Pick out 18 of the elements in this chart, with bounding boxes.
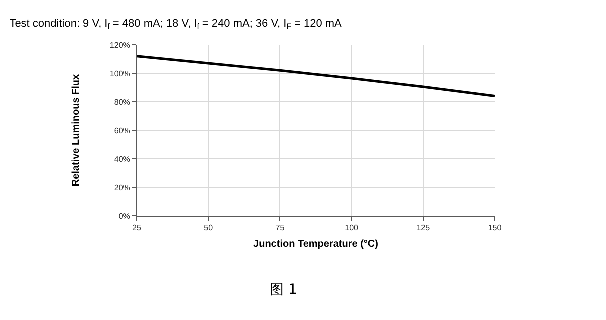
y-tick-label: 120%: [110, 40, 130, 50]
y-axis-title: Relative Luminous Flux: [70, 74, 82, 187]
y-tick-label: 40%: [114, 154, 130, 164]
line-series: [137, 55, 495, 98]
y-tick-label: 80%: [114, 98, 130, 107]
x-tick-label: 75: [276, 224, 286, 233]
caption: 图 1: [270, 282, 298, 298]
x-tick-label: 50: [204, 224, 214, 233]
y-tick-label: 60%: [114, 126, 130, 136]
y-tick-label: 100%: [110, 69, 130, 78]
x-tick-label: 25: [132, 224, 142, 233]
x-axis-title: Junction Temperature (°C): [254, 239, 378, 250]
x-tick-label: 150: [488, 224, 502, 233]
y-tick-label: 0%: [118, 212, 130, 221]
y-tick-label: 20%: [114, 183, 130, 192]
x-tick-label: 125: [416, 224, 431, 233]
chart-title: Test condition: 9 V, I$_{f}$ = 480 mA; 18 V, I$_{f}$ = 240 mA; 36 V, I$_{F}$ = 120 mA: [10, 18, 343, 32]
x-tick-label: 100: [345, 224, 360, 233]
